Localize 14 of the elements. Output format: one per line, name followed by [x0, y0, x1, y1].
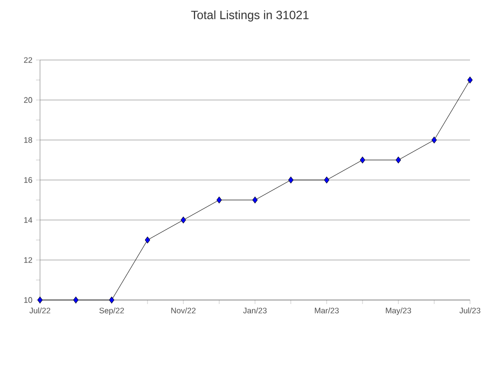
point	[360, 156, 366, 164]
point	[252, 196, 258, 204]
point	[432, 136, 437, 144]
point	[396, 156, 401, 164]
point	[73, 296, 78, 304]
chart-title: Total Listings in 31021	[191, 10, 309, 22]
point	[180, 216, 186, 224]
point	[216, 196, 222, 204]
point	[109, 296, 114, 304]
point	[467, 76, 473, 84]
point	[37, 296, 43, 304]
point	[288, 176, 294, 184]
point	[144, 236, 150, 244]
point	[324, 176, 330, 184]
